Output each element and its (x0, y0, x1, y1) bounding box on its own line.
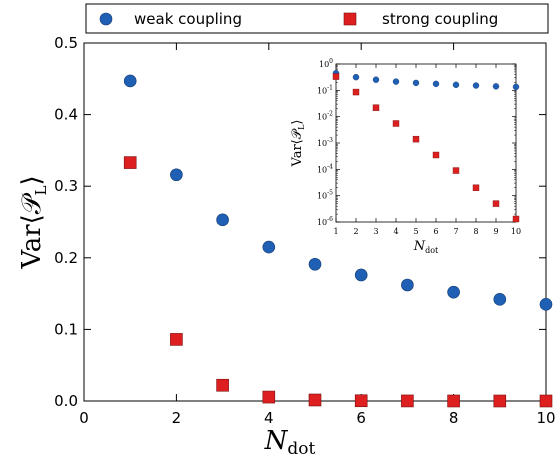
inset-point-strong (432, 151, 440, 159)
main-x-tick-label: 6 (356, 409, 366, 427)
inset-point-weak (472, 82, 480, 89)
inset-x-tick-label: 5 (413, 227, 418, 236)
main-x-tick-label: 2 (172, 409, 182, 427)
main-y-tick-label: 0.2 (54, 249, 78, 267)
legend: weak coupling strong coupling (85, 3, 549, 34)
inset-x-tick-label: 10 (511, 227, 521, 236)
inset-x-tick-label: 6 (433, 227, 438, 236)
main-point-weak (308, 257, 322, 271)
inset-point-strong (512, 215, 520, 223)
main-x-axis-label: Ndot (264, 426, 316, 456)
inset-point-weak (492, 83, 500, 90)
inset-point-weak (352, 73, 360, 81)
inset-y-tick-label: 10-5 (317, 190, 333, 201)
main-point-weak (216, 213, 229, 227)
main-point-strong (493, 394, 507, 408)
main-y-tick-label: 0.3 (54, 177, 78, 195)
inset-y-tick-label: 10-4 (317, 163, 333, 174)
main-x-tick-label: 4 (264, 409, 274, 427)
legend-strong-marker (343, 12, 357, 26)
inset-x-tick-label: 7 (453, 227, 458, 236)
inset-x-tick-label: 2 (353, 227, 358, 236)
main-y-tick-label: 0.1 (54, 320, 78, 338)
main-y-tick-label: 0.5 (54, 34, 78, 52)
inset-point-weak (512, 83, 520, 91)
main-point-weak (170, 168, 183, 182)
inset-point-weak (452, 81, 460, 89)
main-point-weak (493, 293, 507, 306)
legend-strong-label: strong coupling (382, 10, 498, 28)
main-point-strong (262, 390, 276, 404)
main-point-strong (308, 393, 322, 407)
inset-y-tick-label: 100 (319, 58, 333, 69)
main-point-weak (539, 298, 553, 311)
main-point-strong (354, 394, 368, 408)
main-point-strong (170, 333, 183, 346)
inset-point-strong (352, 88, 360, 96)
main-y-tick-label: 0.4 (54, 106, 78, 124)
legend-weak-marker (99, 12, 113, 26)
main-point-strong (401, 394, 414, 408)
inset-point-strong (392, 120, 400, 127)
inset-chart: 1 2 3 4 5 6 7 8 9 10 100 10-1 10-2 10-3 10-4 10-5 10-6 N… (290, 58, 521, 255)
inset-point-weak (372, 76, 380, 83)
main-point-strong (447, 394, 460, 408)
inset-point-strong (492, 200, 500, 207)
inset-y-tick-label: 10-3 (317, 137, 333, 148)
legend-weak-label: weak coupling (134, 10, 242, 28)
inset-x-tick-label: 1 (333, 227, 338, 236)
inset-y-tick-label: 10-2 (317, 111, 333, 122)
main-y-axis-label: Var⟨𝒫L⟩ (17, 175, 50, 269)
inset-data-points (332, 70, 520, 223)
main-x-tick-label: 10 (536, 409, 555, 427)
inset-x-tick-label: 4 (393, 227, 398, 236)
inset-x-axis-label: Ndot (413, 239, 439, 255)
main-y-tick-label: 0.0 (54, 392, 78, 410)
legend-frame (85, 3, 549, 34)
inset-point-strong (332, 73, 340, 80)
inset-y-tick-label: 10-6 (317, 216, 333, 227)
main-point-strong (216, 378, 229, 392)
main-x-tick-label: 0 (79, 409, 89, 427)
inset-point-strong (472, 184, 480, 191)
inset-plot-frame (335, 63, 517, 223)
inset-x-tick-label: 9 (493, 227, 498, 236)
inset-point-strong (412, 135, 420, 143)
inset-x-tick-label: 8 (473, 227, 478, 236)
inset-point-weak (412, 79, 420, 87)
inset-point-weak (432, 80, 440, 88)
inset-y-axis-label: Var⟨𝒫L⟩ (290, 120, 306, 168)
main-point-weak (401, 278, 414, 292)
main-point-weak (354, 268, 368, 282)
inset-y-tick-label: 10-1 (317, 84, 333, 95)
inset-point-strong (372, 104, 380, 111)
inset-axis-ticks: 1 2 3 4 5 6 7 8 9 10 100 10-1 10-2 10-3 10-4 10-5 10-6 (317, 58, 521, 236)
main-point-strong (123, 156, 137, 169)
inset-point-weak (392, 78, 400, 85)
main-point-weak (123, 74, 137, 88)
main-data-points (123, 74, 553, 408)
main-point-weak (447, 285, 460, 299)
main-point-weak (262, 240, 276, 254)
inset-point-strong (452, 167, 460, 174)
main-point-strong (539, 394, 553, 408)
main-x-tick-label: 8 (449, 409, 459, 427)
inset-x-tick-label: 3 (373, 227, 378, 236)
